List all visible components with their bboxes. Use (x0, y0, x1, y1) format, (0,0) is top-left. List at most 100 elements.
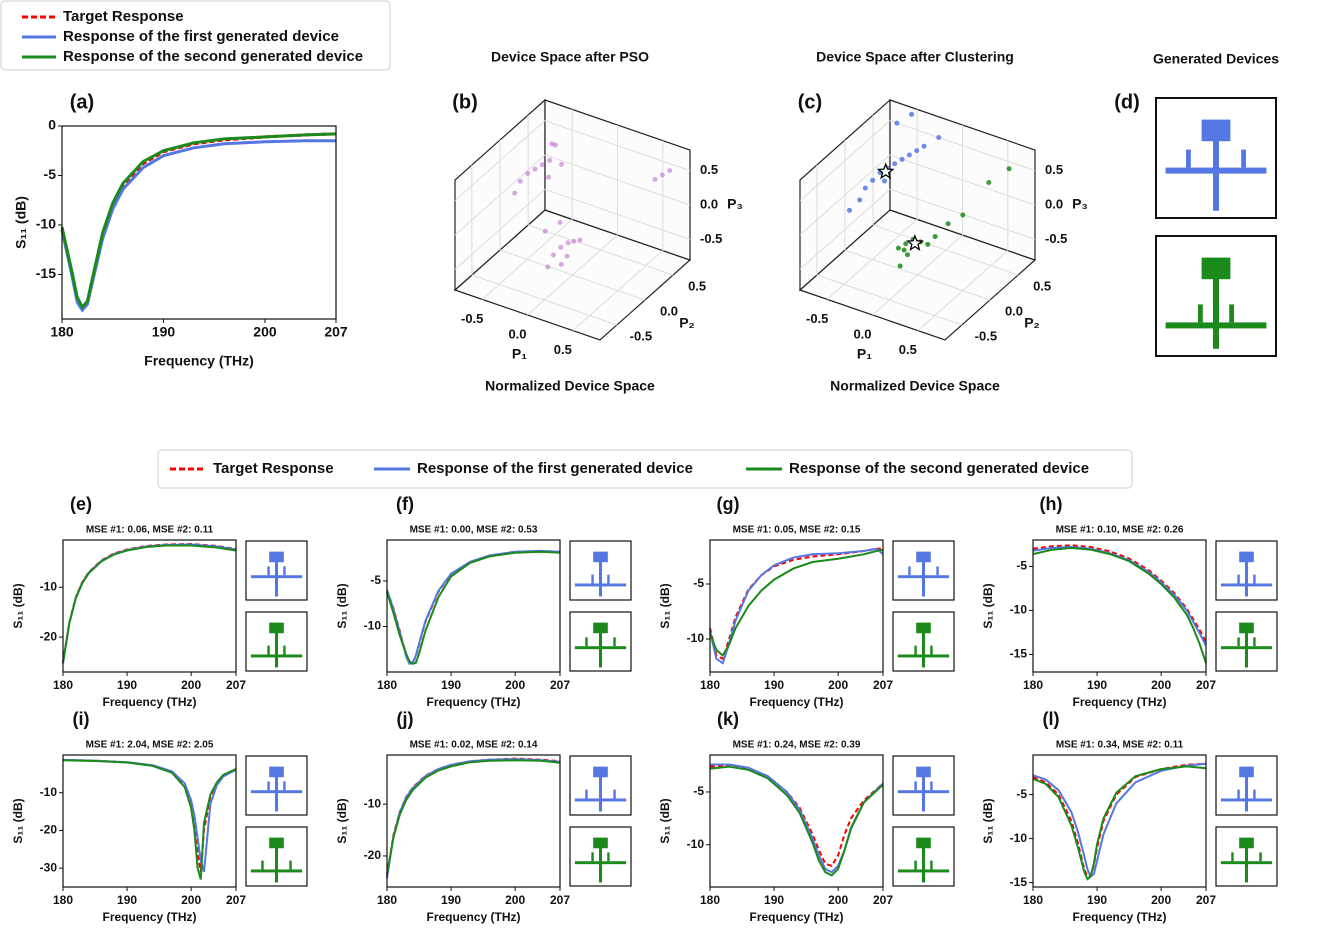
device-icon-2-stub (585, 637, 588, 647)
scatter-point (870, 177, 876, 183)
panel-caption: Normalized Device Space (485, 378, 655, 394)
z-tick-label: -0.5 (700, 231, 722, 246)
x-tick-label: 190 (117, 893, 137, 907)
device-icon-2-stub (613, 637, 616, 647)
y-tick-label: -10 (687, 837, 705, 851)
scatter-point (986, 180, 992, 185)
device-icon-1-bar (897, 575, 950, 579)
device-icon-2-stub (289, 860, 292, 870)
scatter-point (577, 237, 583, 243)
device-icon-1-stem (274, 561, 279, 597)
x-tick-label: 207 (226, 678, 246, 692)
device-large-1-pad (1201, 119, 1231, 142)
y-tick-label: -20 (40, 629, 58, 643)
grid-line (454, 120, 546, 201)
scatter-point (525, 170, 531, 176)
y-tick-label: 0.5 (1033, 278, 1051, 293)
y-tick-label: 0.0 (1005, 303, 1023, 318)
scatter-point (921, 143, 927, 149)
x-axis-label: Frequency (THz) (426, 910, 520, 924)
y-tick-label: -0.5 (975, 328, 997, 343)
legend-label: Response of the first generated device (63, 28, 339, 45)
device-icon-1-stub (914, 781, 917, 791)
series-line (386, 550, 561, 665)
x-tick-label: 200 (505, 893, 525, 907)
device-icon-2-bar (897, 654, 950, 658)
device-icon-2-stem (921, 847, 926, 883)
grid-line (527, 224, 674, 276)
x-tick-label: 180 (50, 324, 74, 340)
plot-frame (709, 539, 884, 673)
z-tick-label: 0.0 (700, 196, 718, 211)
plot-frame (62, 754, 237, 888)
grid-line (544, 188, 691, 240)
series-line (62, 759, 237, 880)
z-tick-label: 0.0 (1045, 196, 1063, 211)
y-tick-label: 0.5 (688, 278, 706, 293)
scatter-point (906, 152, 912, 158)
y-axis-label: S₁₁ (dB) (658, 583, 672, 628)
plot-frame (386, 539, 561, 673)
legend-label: Target Response (213, 460, 334, 477)
x-tick-label: 180 (1023, 678, 1043, 692)
y-tick-label: -5 (693, 576, 704, 590)
series-line (1032, 765, 1207, 881)
y-tick-label: -10 (1010, 831, 1028, 845)
x-tick-label: 200 (828, 678, 848, 692)
grid-line (544, 120, 691, 172)
x-axis-label: Frequency (THz) (144, 353, 254, 369)
x-axis-label: Frequency (THz) (1072, 910, 1166, 924)
panel-label: (f) (396, 494, 414, 514)
plot-frame (61, 125, 337, 320)
x-tick-label: 200 (1151, 893, 1171, 907)
device-icon-1-stub (1253, 574, 1256, 584)
device-icon-1-bar (1220, 798, 1273, 802)
device-large-1-bar (1165, 167, 1267, 174)
device-icon-1-stub (1253, 789, 1256, 799)
x-tick-label: 180 (53, 678, 73, 692)
x-axis-label: Frequency (THz) (749, 695, 843, 709)
grid-line (454, 154, 546, 236)
x-tick-label: 200 (505, 678, 525, 692)
y-tick-label: -20 (40, 823, 58, 837)
series-line (386, 549, 561, 665)
device-icon-1-stub (607, 574, 610, 584)
y-axis-label: S₁₁ (dB) (335, 583, 349, 628)
x-tick-label: 190 (1087, 678, 1107, 692)
scatter-point (659, 172, 665, 178)
device-icon-1-stem (598, 561, 603, 597)
y-tick-label: -15 (1010, 875, 1028, 889)
scatter-point (565, 240, 571, 246)
device-icon-2-stub (1237, 637, 1240, 647)
y-tick-label: -5 (1016, 559, 1027, 573)
plot-frame (62, 539, 237, 673)
x-tick-label: 200 (181, 893, 201, 907)
panel-label: (b) (452, 91, 478, 113)
device-icon-1-stem (921, 776, 926, 812)
y-tick-label: -5 (370, 573, 381, 587)
y-tick-label: -10 (40, 785, 58, 799)
x-tick-label: 207 (1196, 893, 1216, 907)
plot-frame (709, 754, 884, 888)
z-tick-label: 0.5 (1045, 162, 1063, 177)
device-large-1-stub (1186, 149, 1191, 168)
series-line (1032, 544, 1207, 643)
device-icon-2-stub (914, 860, 917, 870)
device-icon-2-stub (1253, 637, 1256, 647)
scatter-point (960, 212, 966, 218)
device-icon-2-stub (914, 645, 917, 655)
y-tick-label: 0 (48, 117, 56, 133)
subplot-title: MSE #1: 2.04, MSE #2: 2.05 (86, 740, 214, 751)
scatter-point (552, 142, 558, 148)
device-icon-1-pad (1239, 766, 1254, 778)
scatter-point (862, 185, 868, 191)
device-icon-1-stub (936, 566, 939, 576)
z-tick-label: 0.5 (700, 162, 718, 177)
series-line (386, 758, 561, 879)
x-axis-label: P₁ (512, 346, 527, 362)
scatter-point (667, 168, 673, 174)
device-icon-1-pad (269, 551, 284, 563)
panel-caption: Normalized Device Space (830, 378, 1000, 394)
device-large-1-stem (1213, 138, 1219, 211)
